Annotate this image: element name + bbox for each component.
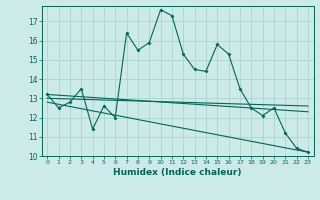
- X-axis label: Humidex (Indice chaleur): Humidex (Indice chaleur): [113, 168, 242, 177]
